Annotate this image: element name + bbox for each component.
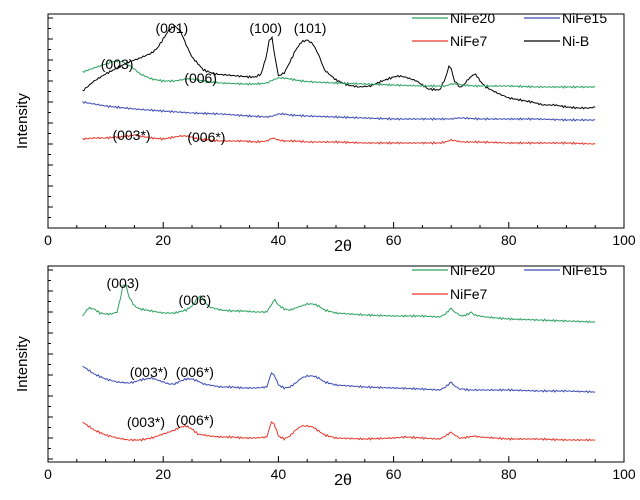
series-line-nife15	[82, 365, 596, 394]
series-line-nife20	[82, 282, 596, 324]
y-axis-label: Intensity	[14, 336, 31, 392]
legend-label-nife7: NiFe7	[450, 33, 488, 49]
legend-label-nife15: NiFe15	[562, 10, 607, 26]
series-line-nife20	[82, 59, 596, 89]
peak-label: (101)	[294, 20, 327, 36]
series-line-ni-b	[82, 25, 596, 110]
chart-panel-2: 0 20 40 60 80 100 2θ Intensity (003) (006) (003*) (…	[14, 262, 636, 489]
x-axis-label: 2θ	[334, 238, 352, 255]
peak-label: (001)	[155, 20, 188, 36]
x-tick-label: 100	[612, 466, 636, 482]
x-tick-label: 80	[501, 232, 517, 248]
legend-label-nife20: NiFe20	[450, 262, 495, 278]
x-tick-label: 0	[44, 232, 52, 248]
peak-label: (003)	[107, 275, 140, 291]
legend-label-nife15: NiFe15	[562, 262, 607, 278]
x-tick-label: 40	[271, 466, 287, 482]
x-tick-label: 100	[612, 232, 636, 248]
peak-label: (006*)	[187, 129, 225, 145]
peak-label: (003*)	[130, 364, 168, 380]
peak-label: (100)	[249, 20, 282, 36]
chart-panel-1: 0 20 40 60 80 100 2θ Intensity (001) (100) (101) (0…	[14, 10, 636, 255]
peak-label: (006)	[179, 292, 212, 308]
plot-frame	[47, 13, 625, 229]
peak-label: (003*)	[112, 127, 150, 143]
peak-label: (003)	[101, 56, 134, 72]
legend-label-ni-b: Ni-B	[562, 33, 589, 49]
peak-label: (003*)	[127, 414, 165, 430]
y-axis-label: Intensity	[14, 93, 31, 149]
legend-label-nife7: NiFe7	[450, 286, 488, 302]
x-tick-label: 60	[386, 232, 402, 248]
series-line-nife7	[82, 134, 596, 146]
x-tick-label: 80	[501, 466, 517, 482]
x-tick-label: 40	[271, 232, 287, 248]
x-tick-label: 60	[386, 466, 402, 482]
x-axis-label: 2θ	[334, 472, 352, 489]
x-tick-label: 20	[155, 466, 171, 482]
legend-label-nife20: NiFe20	[450, 10, 495, 26]
series-line-nife15	[82, 101, 596, 122]
x-tick-label: 20	[155, 232, 171, 248]
peak-label: (006*)	[176, 364, 214, 380]
peak-label: (006)	[184, 70, 217, 86]
peak-label: (006*)	[176, 412, 214, 428]
series-line-nife7	[82, 421, 596, 442]
x-tick-label: 0	[44, 466, 52, 482]
